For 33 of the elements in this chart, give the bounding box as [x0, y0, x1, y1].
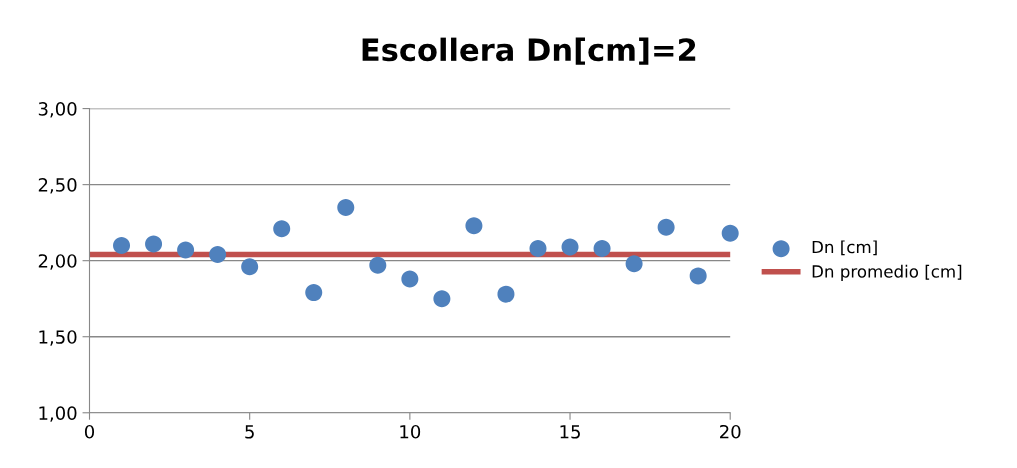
point	[369, 256, 387, 274]
point	[433, 290, 451, 308]
y-tick-label: 1,50	[39, 330, 77, 346]
legend-label: Dn promedio [cm]	[812, 264, 962, 281]
y-tick-label: 3,00	[38, 102, 77, 118]
point	[593, 240, 611, 258]
x-tick-label: 20	[720, 424, 741, 439]
point	[305, 284, 323, 302]
point	[337, 198, 355, 216]
point	[177, 241, 195, 259]
chart-title: Escollera Dn[cm]=2	[362, 37, 696, 65]
x-tick-label: 15	[560, 425, 580, 439]
x-tick-label: 0	[84, 424, 95, 439]
legend-label: Dn [cm]	[812, 240, 877, 256]
x-tick-label: 5	[245, 425, 254, 439]
point	[465, 217, 483, 235]
point	[625, 255, 643, 273]
point	[689, 267, 707, 285]
y-tick-label: 2,50	[38, 178, 77, 194]
point	[401, 270, 419, 288]
x-tick-label: 10	[400, 424, 421, 439]
y-tick-label: 1,00	[39, 406, 77, 422]
point	[497, 285, 515, 303]
point	[529, 240, 547, 258]
point	[657, 218, 675, 236]
point	[241, 258, 259, 276]
point	[145, 235, 163, 253]
point	[113, 236, 131, 254]
point	[561, 238, 579, 256]
point	[209, 246, 227, 264]
point	[273, 220, 291, 238]
y-tick-label: 2,00	[38, 254, 77, 270]
point	[721, 224, 739, 242]
